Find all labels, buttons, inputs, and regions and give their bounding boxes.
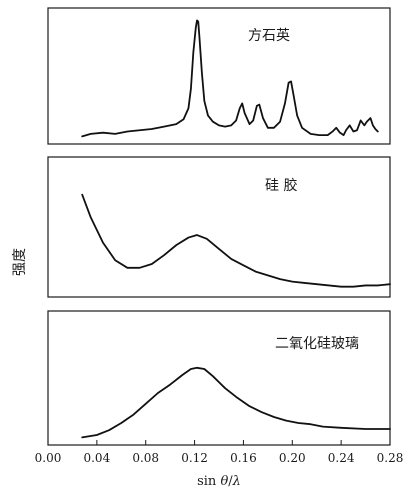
y-axis-label: 强度 [12, 248, 28, 276]
x-axis: 0.00 0.04 0.08 0.12 0.16 0.20 0.24 0.28 [35, 440, 404, 465]
series-line [81, 193, 391, 288]
panel-1: 方石英 [47, 7, 391, 145]
panel-3: 二氧化硅玻璃 [47, 310, 391, 446]
x-tick-label: 0.04 [83, 451, 110, 465]
x-tick-label: 0.12 [181, 451, 208, 465]
panel-frame [47, 310, 391, 446]
x-tick-label: 0.08 [132, 451, 159, 465]
series-line [81, 19, 379, 138]
panel-2: 硅 胶 [47, 156, 391, 298]
x-tick-label: 0.24 [328, 451, 355, 465]
x-tick-label: 0.16 [230, 451, 257, 465]
x-tick-label: 0.28 [377, 451, 404, 465]
panel-label: 硅 胶 [265, 177, 297, 194]
x-tick-label: 0.00 [35, 451, 62, 465]
x-tick-label: 0.20 [279, 451, 306, 465]
panel-frame [47, 156, 391, 298]
panel-label: 方石英 [248, 27, 290, 44]
panel-frame [47, 7, 391, 145]
series-line [81, 366, 391, 439]
x-axis-label: sin θ/λ [197, 474, 241, 489]
panel-label: 二氧化硅玻璃 [275, 335, 359, 352]
